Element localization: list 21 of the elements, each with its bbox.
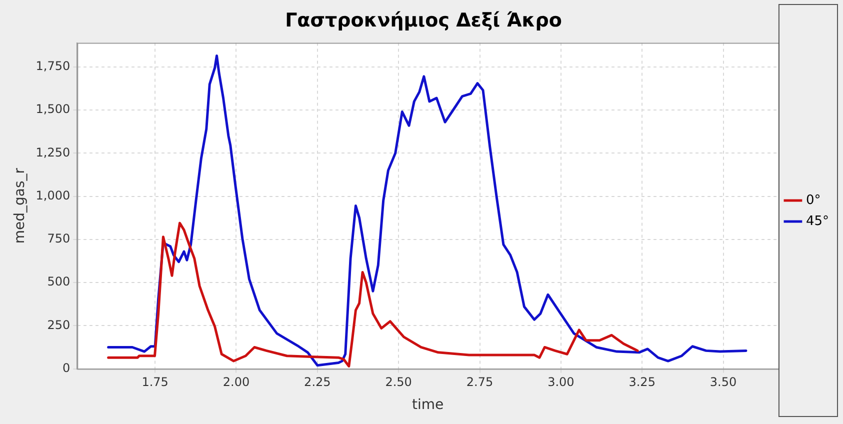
y-tick-label: 0 <box>62 360 70 375</box>
x-tick-label: 2.50 <box>385 375 412 390</box>
legend-label: 0° <box>806 192 821 208</box>
y-tick-label: 1,250 <box>36 145 70 160</box>
x-tick-label: 3.00 <box>548 375 574 390</box>
y-tick-label: 1,000 <box>36 188 70 202</box>
x-tick-label: 2.00 <box>222 375 250 390</box>
y-tick-label: 500 <box>47 274 70 289</box>
y-tick-label: 250 <box>47 318 70 332</box>
x-tick-label: 1.75 <box>142 375 168 390</box>
y-tick-label: 1,750 <box>36 59 70 74</box>
chart-title: Γαστροκνήμιος Δεξί Άκρο <box>285 9 562 32</box>
y-tick-label: 1,500 <box>36 102 70 116</box>
y-axis-title: med_gas_r <box>12 168 28 244</box>
x-tick-label: 2.25 <box>304 375 331 390</box>
x-tick-label: 3.50 <box>710 375 737 390</box>
x-axis-title: time <box>412 397 444 414</box>
legend-label: 45° <box>806 214 830 229</box>
x-tick-label: 2.75 <box>466 375 494 390</box>
y-tick-label: 750 <box>47 232 70 246</box>
x-tick-label: 3.25 <box>628 375 656 390</box>
